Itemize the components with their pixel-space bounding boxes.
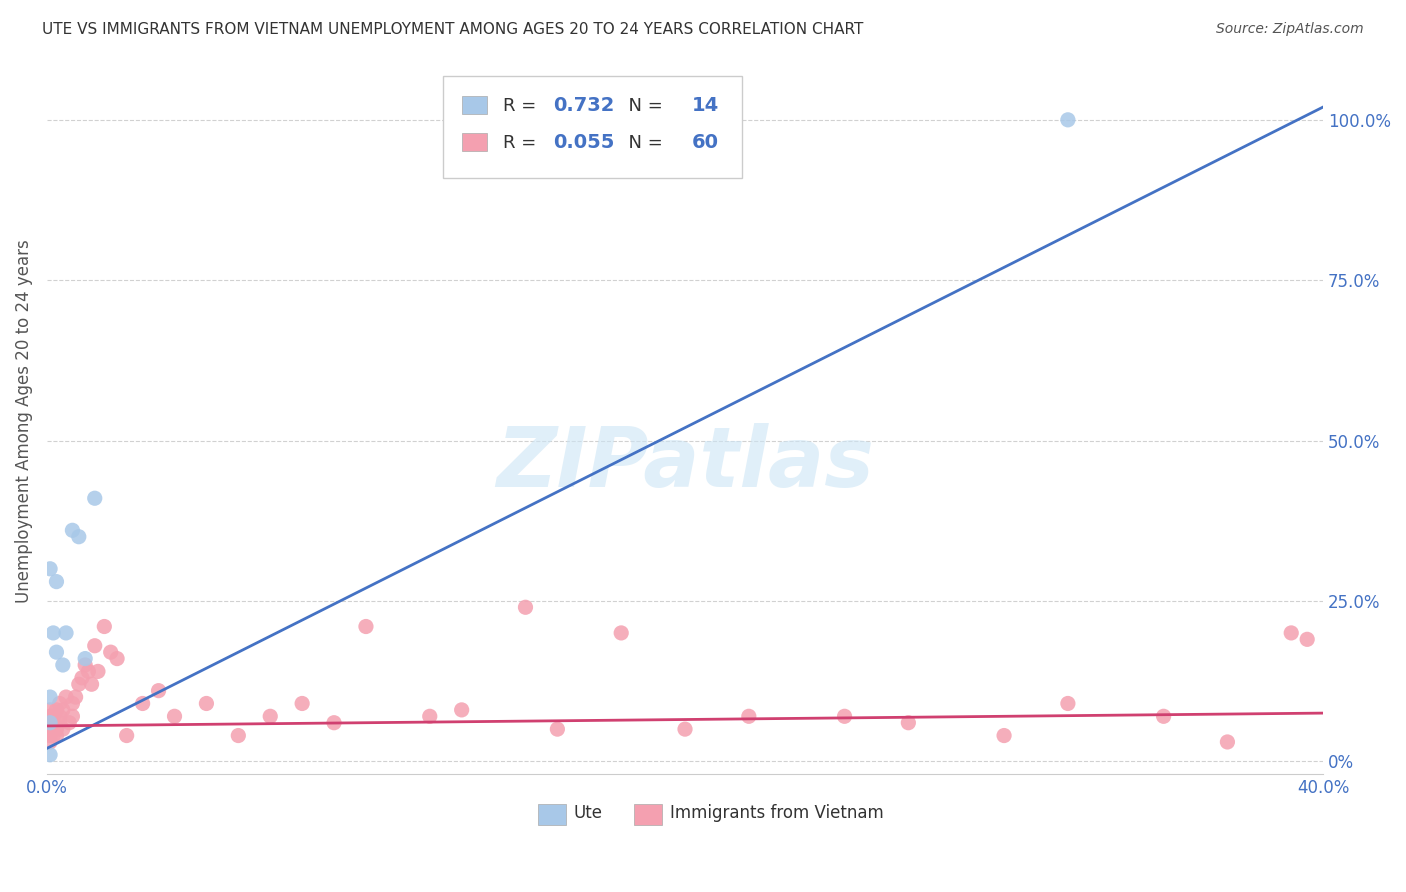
Point	[115, 729, 138, 743]
Point	[83, 491, 105, 506]
Point	[77, 665, 100, 679]
Point	[39, 747, 62, 762]
Point	[45, 703, 67, 717]
Point	[1296, 632, 1319, 647]
Point	[52, 658, 75, 673]
Text: Ute: Ute	[574, 804, 603, 822]
Point	[546, 722, 568, 736]
Point	[450, 703, 472, 717]
Point	[515, 600, 537, 615]
FancyBboxPatch shape	[461, 96, 488, 114]
Point	[897, 715, 920, 730]
Point	[42, 709, 65, 723]
Y-axis label: Unemployment Among Ages 20 to 24 years: Unemployment Among Ages 20 to 24 years	[15, 239, 32, 603]
Point	[259, 709, 281, 723]
Point	[738, 709, 761, 723]
Point	[1153, 709, 1175, 723]
Point	[39, 735, 62, 749]
Text: UTE VS IMMIGRANTS FROM VIETNAM UNEMPLOYMENT AMONG AGES 20 TO 24 YEARS CORRELATIO: UTE VS IMMIGRANTS FROM VIETNAM UNEMPLOYM…	[42, 22, 863, 37]
Point	[65, 690, 87, 704]
Text: 14: 14	[692, 96, 718, 115]
Text: R =: R =	[502, 97, 541, 115]
Text: Source: ZipAtlas.com: Source: ZipAtlas.com	[1216, 22, 1364, 37]
Point	[673, 722, 696, 736]
Point	[55, 626, 77, 640]
Point	[48, 709, 70, 723]
Point	[419, 709, 441, 723]
Point	[48, 697, 70, 711]
Point	[45, 574, 67, 589]
Point	[1216, 735, 1239, 749]
Point	[62, 709, 84, 723]
Point	[39, 729, 62, 743]
Point	[42, 626, 65, 640]
Point	[39, 722, 62, 736]
Point	[80, 677, 103, 691]
Point	[83, 639, 105, 653]
Text: 0.055: 0.055	[554, 133, 614, 153]
Point	[39, 703, 62, 717]
Point	[1057, 697, 1080, 711]
Point	[39, 715, 62, 730]
Point	[105, 651, 128, 665]
Point	[1057, 112, 1080, 127]
Point	[148, 683, 170, 698]
Point	[67, 677, 90, 691]
Point	[993, 729, 1015, 743]
Point	[42, 715, 65, 730]
Text: R =: R =	[502, 134, 541, 152]
Text: ZIPatlas: ZIPatlas	[496, 423, 875, 504]
Text: N =: N =	[617, 97, 669, 115]
Point	[39, 562, 62, 576]
Point	[228, 729, 250, 743]
Point	[323, 715, 346, 730]
Point	[48, 715, 70, 730]
Point	[354, 619, 377, 633]
Point	[39, 715, 62, 730]
Point	[75, 651, 97, 665]
Point	[39, 722, 62, 736]
Point	[100, 645, 122, 659]
Point	[55, 690, 77, 704]
Point	[93, 619, 115, 633]
Point	[52, 722, 75, 736]
Point	[52, 703, 75, 717]
Point	[39, 715, 62, 730]
Point	[1279, 626, 1302, 640]
Point	[45, 722, 67, 736]
Point	[87, 665, 110, 679]
FancyBboxPatch shape	[538, 804, 567, 825]
Text: N =: N =	[617, 134, 669, 152]
Point	[45, 645, 67, 659]
Point	[58, 715, 80, 730]
Point	[42, 722, 65, 736]
Point	[67, 530, 90, 544]
Point	[75, 658, 97, 673]
FancyBboxPatch shape	[443, 76, 742, 178]
Point	[70, 671, 93, 685]
Point	[163, 709, 186, 723]
Point	[42, 729, 65, 743]
Text: Immigrants from Vietnam: Immigrants from Vietnam	[669, 804, 883, 822]
Point	[291, 697, 314, 711]
Text: 60: 60	[692, 133, 718, 153]
Point	[834, 709, 856, 723]
Point	[610, 626, 633, 640]
Point	[131, 697, 153, 711]
Text: 0.732: 0.732	[554, 96, 614, 115]
Point	[62, 697, 84, 711]
Point	[39, 690, 62, 704]
Point	[45, 729, 67, 743]
Point	[39, 709, 62, 723]
Point	[195, 697, 218, 711]
FancyBboxPatch shape	[634, 804, 662, 825]
FancyBboxPatch shape	[461, 133, 488, 151]
Point	[62, 524, 84, 538]
